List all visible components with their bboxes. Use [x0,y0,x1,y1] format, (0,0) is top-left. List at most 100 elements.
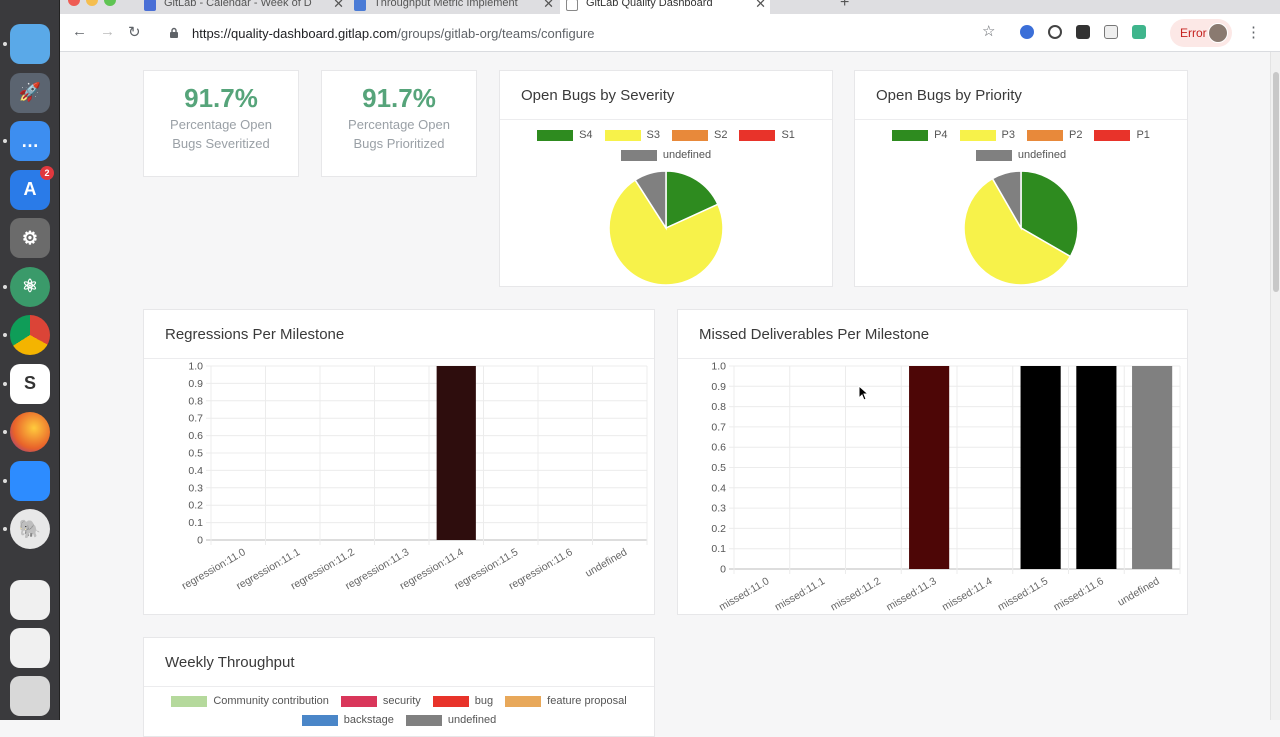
system-preferences-icon[interactable]: ⚙ [10,218,50,258]
messages-icon[interactable]: … [10,121,50,161]
legend-item[interactable]: Community contribution [171,695,329,707]
bar[interactable] [1076,366,1117,569]
bar[interactable] [1132,366,1173,569]
pie-slice-undefined[interactable] [991,170,1022,231]
extension-info-icon[interactable] [1048,25,1062,39]
bookmark-star-icon[interactable]: ☆ [982,23,996,40]
menu-kebab-icon[interactable]: ⋮ [1246,24,1261,41]
zoom-icon[interactable] [10,460,50,501]
reload-icon[interactable]: ↻ [128,24,141,41]
legend-item[interactable]: S3 [604,129,660,141]
error-label: Error [1180,26,1207,40]
extension-green-icon[interactable] [1132,25,1146,39]
legend-label: Community contribution [213,695,329,707]
divider [855,119,1187,120]
back-arrow-icon[interactable]: ← [72,23,87,40]
profile-error-button[interactable]: Error [1170,19,1232,47]
new-tab-button[interactable]: + [840,0,850,11]
pie-slice-S4[interactable] [665,170,719,230]
window-zoom-button[interactable] [104,0,116,6]
legend-item[interactable]: S4 [537,129,593,141]
tab-label: GitLab Quality Dashboard [586,0,713,9]
window-minimize-button[interactable] [86,0,98,6]
legend-item[interactable]: undefined [620,149,712,161]
severity-chart-card: Open Bugs by Severity S4 S3 S2 S1 undefined [499,70,833,287]
firefox-icon[interactable] [10,412,50,452]
tab-quality-dashboard[interactable]: GitLab Quality Dashboard ✕ [560,0,770,14]
extension-circle-icon[interactable] [1020,25,1034,39]
legend-item[interactable]: S1 [739,129,795,141]
address-bar[interactable]: https://quality-dashboard.gitlap.com/gro… [162,19,1012,47]
legend-label: undefined [662,149,712,161]
document-icon[interactable] [10,580,50,620]
y-tick-label: 1.0 [188,361,203,373]
stat-value: 91.7% [184,83,258,113]
pie-slice-P3[interactable] [963,177,1072,286]
legend-swatch [959,129,996,141]
stat-card-prioritized: 91.7% Percentage Open Bugs Prioritized [321,70,477,177]
tab-throughput-metric[interactable]: Throughput Metric Implement ✕ [348,0,558,14]
chart-legend: Community contribution security bug feature… [144,695,654,707]
legend-swatch [505,695,542,707]
divider [678,358,1187,359]
tab-close-icon[interactable]: ✕ [543,0,554,11]
card-title: Open Bugs by Priority [876,87,1022,104]
legend-swatch [604,129,641,141]
document-icon[interactable] [10,628,50,668]
x-tick-label: missed:11.6 [1052,575,1106,613]
bar[interactable] [1020,366,1061,569]
tab-close-icon[interactable]: ✕ [755,0,766,11]
page-scrollbar[interactable] [1270,52,1280,720]
legend-item[interactable]: security [340,695,421,707]
pie-slice-undefined[interactable] [634,170,667,231]
legend-item[interactable]: undefined [975,149,1066,161]
bar[interactable] [909,366,950,569]
evernote-icon[interactable]: 🐘 [10,509,50,549]
window-close-button[interactable] [68,0,80,6]
y-tick-label: 0.1 [711,543,726,555]
y-tick-label: 0.3 [711,503,726,515]
legend-swatch [432,695,469,707]
extension-pen-icon[interactable] [1104,25,1118,39]
trash-icon[interactable] [10,676,50,716]
legend-item[interactable]: undefined [405,714,496,726]
card-title: Open Bugs by Severity [521,87,675,104]
x-tick-label: missed:11.1 [773,575,827,613]
x-tick-label: missed:11.5 [996,575,1050,613]
legend-item[interactable]: P1 [1094,129,1150,141]
throughput-chart-card: Weekly Throughput Community contribution… [143,637,655,737]
pie-slice-P4[interactable] [1020,170,1079,258]
finder-icon[interactable] [10,24,50,64]
atom-icon[interactable]: ⚛ [10,266,50,307]
launchpad-icon[interactable]: 🚀 [10,72,50,113]
legend-item[interactable]: feature proposal [505,695,627,707]
stat-value: 91.7% [362,83,436,113]
missed-chart-card: Missed Deliverables Per Milestone 0 0.1 0.… [677,309,1188,615]
tab-label: GitLab - Calendar - Week of D [164,0,312,9]
legend-item[interactable]: P3 [959,129,1015,141]
chrome-icon[interactable] [10,315,50,355]
y-tick-label: 0 [720,564,726,576]
tab-close-icon[interactable]: ✕ [333,0,344,11]
url-path: /groups/gitlab-org/teams/configure [397,25,595,41]
legend-item[interactable]: backstage [301,714,394,726]
bar[interactable] [436,366,476,540]
chart-legend: backstage undefined [144,714,654,726]
scrollbar-thumb[interactable] [1273,72,1279,292]
y-tick-label: 0.8 [711,401,726,413]
legend-item[interactable]: P2 [1027,129,1082,141]
slack-icon[interactable]: S [10,363,50,404]
legend-item[interactable]: S2 [672,129,727,141]
url-host: https://quality-dashboard.gitlap.com [192,25,398,41]
tab-gitlab-calendar[interactable]: GitLab - Calendar - Week of D ✕ [138,0,348,14]
legend-item[interactable]: P4 [892,129,948,141]
forward-arrow-icon[interactable]: → [100,23,115,40]
stat-label: Percentage Open Bugs Prioritized [322,115,476,153]
extension-check-icon[interactable] [1076,25,1090,39]
pie-slice-S3[interactable] [608,179,724,286]
legend-label: backstage [343,714,394,726]
browser-tab-strip: GitLab - Calendar - Week of D ✕ Throughp… [60,0,1280,14]
legend-label: security [382,695,421,707]
legend-item[interactable]: bug [432,695,493,707]
